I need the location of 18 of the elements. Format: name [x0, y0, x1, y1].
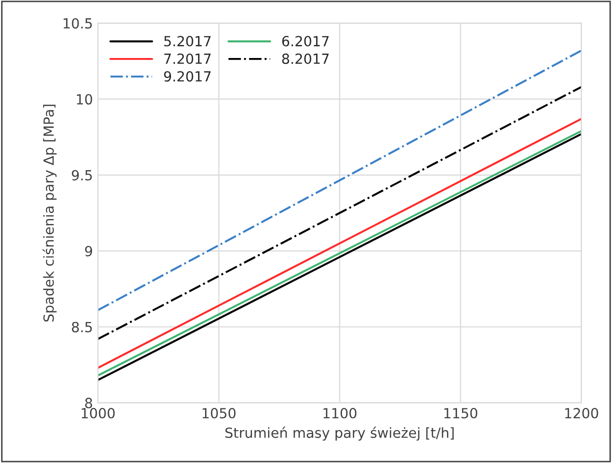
- y-tick-label: 8: [85, 398, 92, 408]
- y-tick-label: 9: [85, 246, 92, 256]
- y-tick-label: 9.5: [72, 170, 92, 180]
- legend-label: 8.2017: [282, 54, 329, 64]
- x-tick-label: 1200: [565, 408, 598, 418]
- y-tick-label: 8.5: [72, 322, 92, 332]
- y-axis-title: Spadek ciśnienia pary Δp [MPa]: [42, 104, 57, 322]
- legend-label: 5.2017: [164, 36, 211, 46]
- x-tick-label: 1100: [324, 408, 356, 418]
- x-tick-label: 1050: [202, 408, 236, 418]
- legend-label: 7.2017: [164, 54, 211, 64]
- legend-label: 6.2017: [282, 36, 329, 46]
- x-tick-label: 1150: [444, 408, 478, 418]
- x-axis-title: Strumień masy pary świeżej [t/h]: [225, 426, 454, 441]
- legend-label: 9.2017: [164, 71, 211, 82]
- y-tick-label: 10: [76, 94, 92, 105]
- x-tick-label: 1000: [82, 408, 115, 418]
- y-tick-label: 10.5: [64, 18, 92, 29]
